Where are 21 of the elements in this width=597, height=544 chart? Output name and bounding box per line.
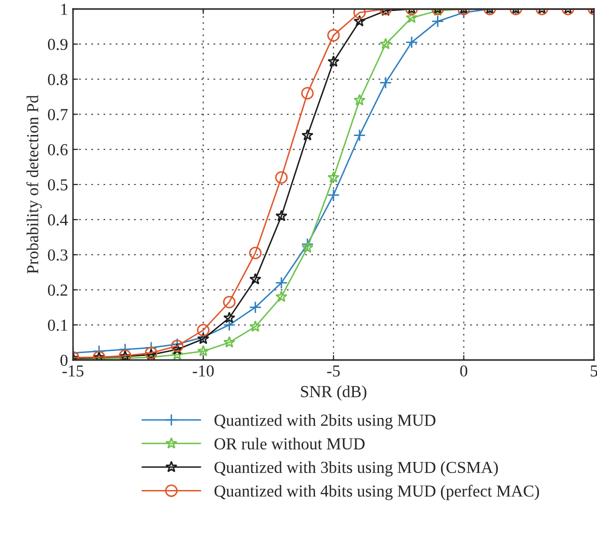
y-tick-label: 0.9 <box>48 38 68 50</box>
legend-label: Quantized with 4bits using MUD (perfect MAC) <box>214 484 539 500</box>
x-tick-label: -15 <box>62 365 84 377</box>
y-tick-label: 0.2 <box>48 284 68 296</box>
legend-label: Quantized with 3bits using MUD (CSMA) <box>214 461 498 476</box>
y-tick-label: 0.4 <box>48 214 68 226</box>
x-axis-title: SNR (dB) <box>301 386 366 401</box>
y-tick-label: 0.3 <box>48 249 68 261</box>
y-tick-label: 0.8 <box>48 74 68 86</box>
x-tick-label: -10 <box>192 365 214 377</box>
y-tick-label: 1 <box>61 4 68 15</box>
y-tick-label: 0.1 <box>48 320 68 331</box>
legend-label: Quantized with 2bits using MUD <box>214 414 436 430</box>
y-axis-title: Probability of detection Pd <box>26 95 42 274</box>
legend-label: OR rule without MUD <box>214 438 365 450</box>
x-tick-label: -5 <box>327 366 340 377</box>
y-tick-label: 0.6 <box>48 144 68 156</box>
y-tick-label: 0.5 <box>48 179 68 191</box>
y-tick-label: 0 <box>60 354 68 366</box>
x-tick-label: 0 <box>460 365 468 377</box>
y-tick-label: 0.7 <box>48 109 68 120</box>
